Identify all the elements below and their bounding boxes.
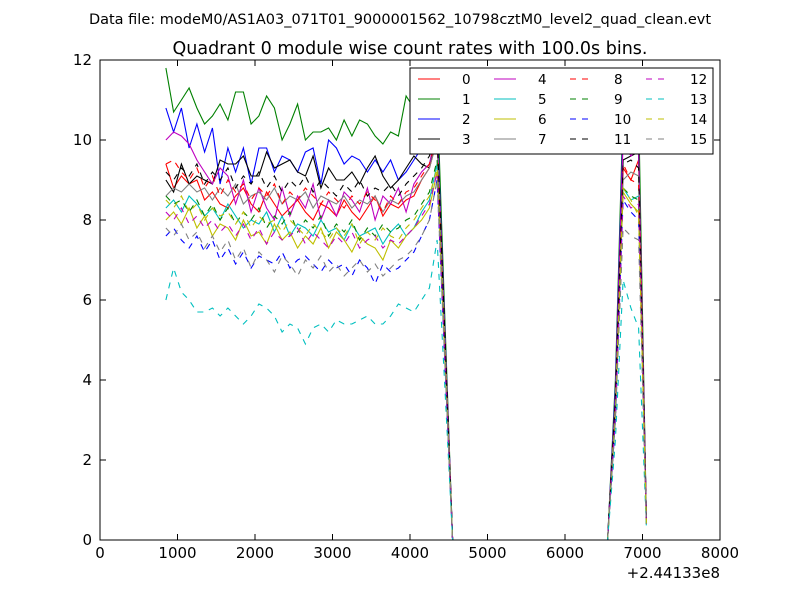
series-lines <box>165 67 647 540</box>
legend-label-3: 3 <box>462 132 471 148</box>
tick-labels: 0 1000 2000 3000 4000 5000 6000 7000 80000246810… <box>73 51 739 562</box>
x-tick-label: 0 <box>95 544 105 562</box>
legend-label-5: 5 <box>538 92 547 108</box>
legend-label-12: 12 <box>690 72 707 88</box>
legend-label-4: 4 <box>538 72 547 88</box>
y-tick-label: 12 <box>73 51 92 69</box>
chart-title: Quadrant 0 module wise count rates with … <box>173 39 648 59</box>
legend-label-2: 2 <box>462 112 471 128</box>
x-tick-label: 6000 <box>546 544 584 562</box>
legend-label-11: 11 <box>614 132 631 148</box>
x-tick-label: 1000 <box>158 544 196 562</box>
y-tick-label: 10 <box>73 131 92 149</box>
legend-label-8: 8 <box>614 72 623 88</box>
legend-box <box>409 67 714 155</box>
series-line-6 <box>165 171 647 540</box>
legend-label-13: 13 <box>690 92 707 108</box>
y-tick-label: 2 <box>82 451 92 469</box>
series-line-2 <box>165 107 647 540</box>
x-tick-label: 5000 <box>468 544 506 562</box>
legend-label-6: 6 <box>538 112 547 128</box>
series-line-10 <box>165 179 647 540</box>
x-tick-label: 4000 <box>391 544 429 562</box>
series-line-9 <box>165 159 647 540</box>
series-line-0 <box>165 139 647 540</box>
series-line-13 <box>165 239 647 540</box>
figure-suptitle: Data file: modeM0/AS1A03_071T01_90000015… <box>89 12 711 28</box>
axis-ticks <box>99 59 721 541</box>
x-tick-label: 2000 <box>236 544 274 562</box>
x-offset-label: +2.44133e8 <box>627 564 720 582</box>
legend-label-7: 7 <box>538 132 547 148</box>
y-tick-label: 4 <box>82 371 92 389</box>
legend-label-0: 0 <box>462 72 471 88</box>
legend-label-9: 9 <box>614 92 623 108</box>
y-tick-label: 6 <box>82 291 92 309</box>
series-line-11 <box>165 131 647 540</box>
series-line-14 <box>165 167 647 540</box>
y-tick-label: 8 <box>82 211 92 229</box>
series-line-15 <box>165 179 647 540</box>
series-line-1 <box>165 67 647 540</box>
legend-label-15: 15 <box>690 132 707 148</box>
legend-label-14: 14 <box>690 112 707 128</box>
series-line-8 <box>165 135 647 540</box>
y-tick-label: 0 <box>82 531 92 549</box>
x-tick-label: 8000 <box>701 544 739 562</box>
legend-label-10: 10 <box>614 112 631 128</box>
series-line-7 <box>165 139 647 540</box>
x-tick-label: 3000 <box>313 544 351 562</box>
x-tick-label: 7000 <box>623 544 661 562</box>
series-line-4 <box>165 127 647 540</box>
legend-label-1: 1 <box>462 92 471 108</box>
series-line-3 <box>165 135 647 540</box>
